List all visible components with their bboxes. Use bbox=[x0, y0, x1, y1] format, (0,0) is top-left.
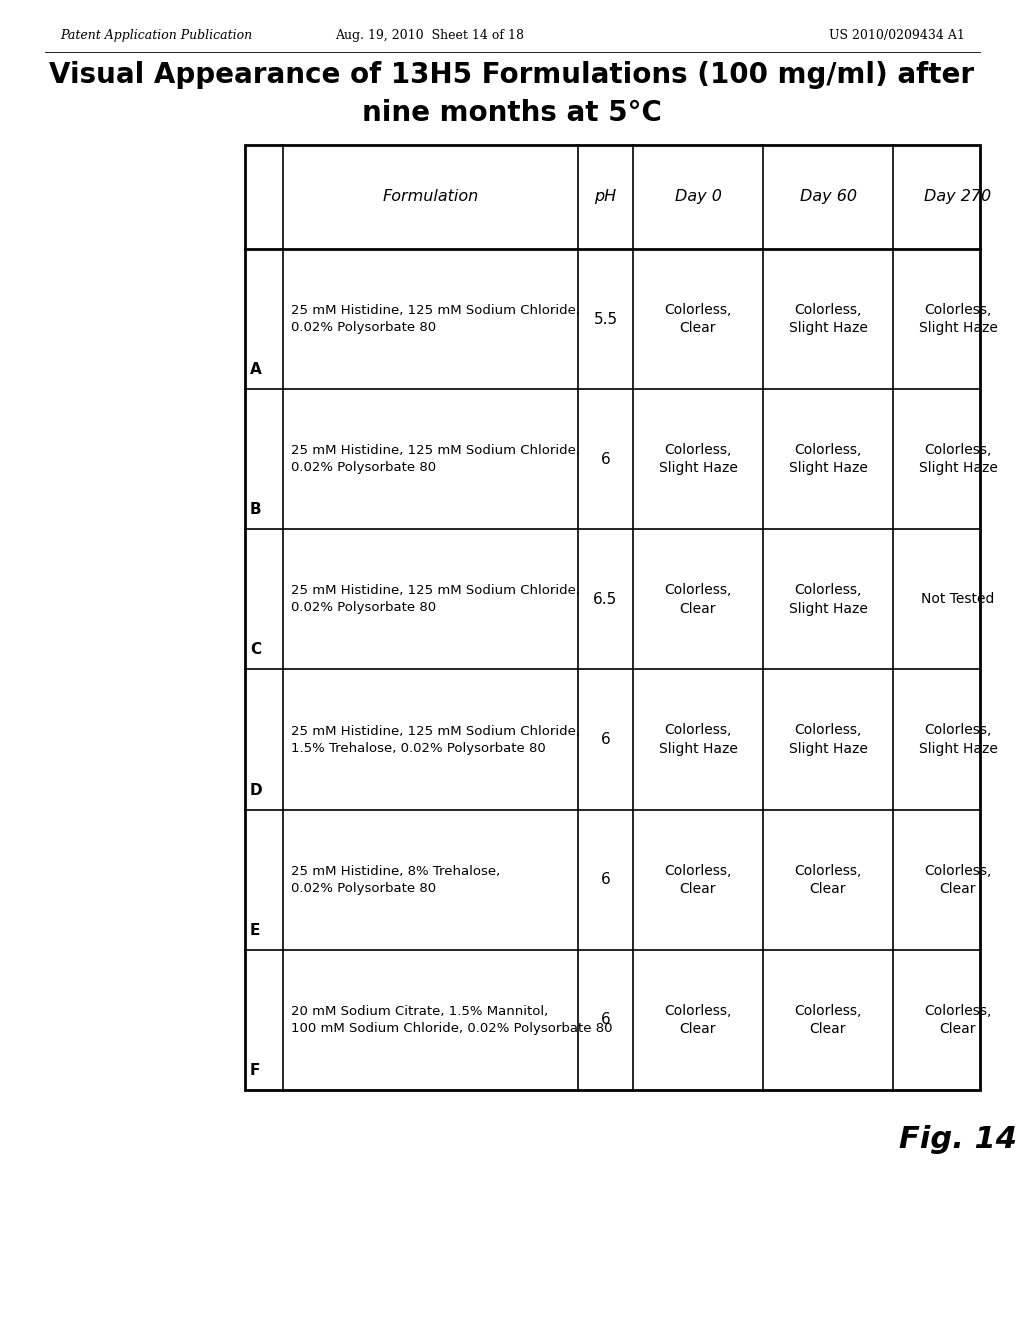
Text: 25 mM Histidine, 125 mM Sodium Chloride,
1.5% Trehalose, 0.02% Polysorbate 80: 25 mM Histidine, 125 mM Sodium Chloride,… bbox=[291, 725, 580, 755]
Text: Colorless,
Clear: Colorless, Clear bbox=[665, 583, 732, 615]
Text: Formulation: Formulation bbox=[382, 190, 478, 205]
Text: Colorless,
Slight Haze: Colorless, Slight Haze bbox=[919, 723, 997, 756]
Text: Colorless,
Slight Haze: Colorless, Slight Haze bbox=[788, 302, 867, 335]
Text: 20 mM Sodium Citrate, 1.5% Mannitol,
100 mM Sodium Chloride, 0.02% Polysorbate 8: 20 mM Sodium Citrate, 1.5% Mannitol, 100… bbox=[291, 1005, 612, 1035]
Text: Aug. 19, 2010  Sheet 14 of 18: Aug. 19, 2010 Sheet 14 of 18 bbox=[336, 29, 524, 41]
Text: 6: 6 bbox=[601, 733, 610, 747]
Text: Colorless,
Clear: Colorless, Clear bbox=[925, 1003, 991, 1036]
Text: US 2010/0209434 A1: US 2010/0209434 A1 bbox=[829, 29, 965, 41]
Text: Colorless,
Clear: Colorless, Clear bbox=[795, 863, 861, 896]
Text: D: D bbox=[250, 783, 262, 797]
Text: Colorless,
Slight Haze: Colorless, Slight Haze bbox=[658, 444, 737, 475]
Text: C: C bbox=[250, 643, 261, 657]
Text: Colorless,
Clear: Colorless, Clear bbox=[795, 1003, 861, 1036]
Text: Day 0: Day 0 bbox=[675, 190, 722, 205]
Text: Colorless,
Clear: Colorless, Clear bbox=[665, 863, 732, 896]
Text: Day 60: Day 60 bbox=[800, 190, 856, 205]
Text: Day 270: Day 270 bbox=[925, 190, 991, 205]
Text: 25 mM Histidine, 8% Trehalose,
0.02% Polysorbate 80: 25 mM Histidine, 8% Trehalose, 0.02% Pol… bbox=[291, 865, 501, 895]
Text: Colorless,
Slight Haze: Colorless, Slight Haze bbox=[919, 444, 997, 475]
Text: Colorless,
Slight Haze: Colorless, Slight Haze bbox=[788, 444, 867, 475]
Text: Visual Appearance of 13H5 Formulations (100 mg/ml) after: Visual Appearance of 13H5 Formulations (… bbox=[49, 61, 975, 88]
Text: Colorless,
Slight Haze: Colorless, Slight Haze bbox=[788, 723, 867, 756]
Text: 25 mM Histidine, 125 mM Sodium Chloride,
0.02% Polysorbate 80: 25 mM Histidine, 125 mM Sodium Chloride,… bbox=[291, 304, 580, 334]
Text: Colorless,
Slight Haze: Colorless, Slight Haze bbox=[919, 302, 997, 335]
Text: F: F bbox=[250, 1063, 260, 1078]
Text: 5.5: 5.5 bbox=[594, 312, 617, 326]
Text: Colorless,
Clear: Colorless, Clear bbox=[925, 863, 991, 896]
Text: 6: 6 bbox=[601, 873, 610, 887]
Text: E: E bbox=[250, 923, 260, 937]
Text: 25 mM Histidine, 125 mM Sodium Chloride,
0.02% Polysorbate 80: 25 mM Histidine, 125 mM Sodium Chloride,… bbox=[291, 445, 580, 474]
Text: nine months at 5°C: nine months at 5°C bbox=[362, 99, 662, 127]
Text: Fig. 14: Fig. 14 bbox=[899, 1126, 1017, 1155]
Bar bbox=[245, 145, 980, 1090]
Text: Colorless,
Slight Haze: Colorless, Slight Haze bbox=[788, 583, 867, 615]
Text: Colorless,
Clear: Colorless, Clear bbox=[665, 1003, 732, 1036]
Text: Patent Application Publication: Patent Application Publication bbox=[60, 29, 252, 41]
Text: Not Tested: Not Tested bbox=[922, 593, 994, 606]
Text: 6: 6 bbox=[601, 451, 610, 467]
Text: pH: pH bbox=[595, 190, 616, 205]
Text: A: A bbox=[250, 362, 262, 378]
Text: 6.5: 6.5 bbox=[593, 591, 617, 607]
Text: 25 mM Histidine, 125 mM Sodium Chloride,
0.02% Polysorbate 80: 25 mM Histidine, 125 mM Sodium Chloride,… bbox=[291, 585, 580, 614]
Text: 6: 6 bbox=[601, 1012, 610, 1027]
Text: Colorless,
Clear: Colorless, Clear bbox=[665, 302, 732, 335]
Text: B: B bbox=[250, 503, 261, 517]
Text: Colorless,
Slight Haze: Colorless, Slight Haze bbox=[658, 723, 737, 756]
